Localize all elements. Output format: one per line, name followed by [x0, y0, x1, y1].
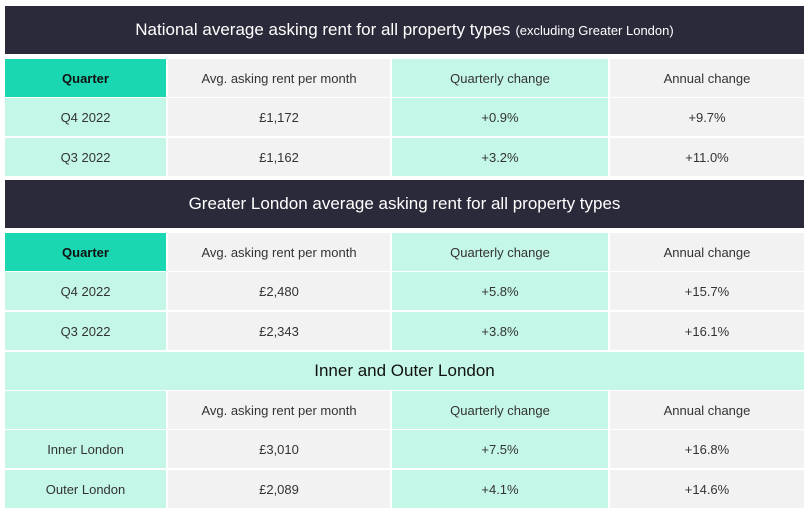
- quarter-cell: Q3 2022: [5, 312, 166, 350]
- quarter-cell: Q4 2022: [5, 272, 166, 310]
- quarterly-change-cell: +7.5%: [392, 430, 608, 468]
- header-quarterly-change: Quarterly change: [392, 59, 608, 97]
- annual-change-cell: +15.7%: [610, 272, 804, 310]
- header-avg-rent: Avg. asking rent per month: [168, 59, 390, 97]
- rent-cell: £3,010: [168, 430, 390, 468]
- quarterly-change-cell: +3.8%: [392, 312, 608, 350]
- annual-change-cell: +14.6%: [610, 470, 804, 508]
- table-row: Outer London £2,089 +4.1% +14.6%: [5, 470, 804, 508]
- table-row: Q4 2022 £2,480 +5.8% +15.7%: [5, 272, 804, 310]
- table-row: Inner London £3,010 +7.5% +16.8%: [5, 430, 804, 468]
- rent-cell: £1,162: [168, 138, 390, 176]
- quarter-cell: Q4 2022: [5, 98, 166, 136]
- header-avg-rent: Avg. asking rent per month: [168, 391, 390, 429]
- annual-change-cell: +16.8%: [610, 430, 804, 468]
- inner-outer-london-title: Inner and Outer London: [314, 361, 495, 380]
- national-title: National average asking rent for all pro…: [135, 20, 511, 39]
- header-annual-change: Annual change: [610, 391, 804, 429]
- header-quarterly-change: Quarterly change: [392, 233, 608, 271]
- quarterly-change-cell: +5.8%: [392, 272, 608, 310]
- rent-cell: £2,343: [168, 312, 390, 350]
- rent-cell: £2,089: [168, 470, 390, 508]
- inner-outer-london-title-bar: Inner and Outer London: [5, 352, 804, 390]
- header-avg-rent: Avg. asking rent per month: [168, 233, 390, 271]
- annual-change-cell: +16.1%: [610, 312, 804, 350]
- header-quarter: Quarter: [5, 233, 166, 271]
- national-header-row: Quarter Avg. asking rent per month Quart…: [5, 59, 804, 97]
- quarterly-change-cell: +3.2%: [392, 138, 608, 176]
- annual-change-cell: +11.0%: [610, 138, 804, 176]
- table-row: Q3 2022 £1,162 +3.2% +11.0%: [5, 138, 804, 176]
- national-title-note: (excluding Greater London): [515, 22, 674, 38]
- annual-change-cell: +9.7%: [610, 98, 804, 136]
- header-quarter: Quarter: [5, 59, 166, 97]
- greater-london-header-row: Quarter Avg. asking rent per month Quart…: [5, 233, 804, 271]
- rent-cell: £1,172: [168, 98, 390, 136]
- header-quarterly-change: Quarterly change: [392, 391, 608, 429]
- area-cell: Inner London: [5, 430, 166, 468]
- quarter-cell: Q3 2022: [5, 138, 166, 176]
- header-annual-change: Annual change: [610, 59, 804, 97]
- table-row: Q4 2022 £1,172 +0.9% +9.7%: [5, 98, 804, 136]
- greater-london-title-bar: Greater London average asking rent for a…: [5, 180, 804, 228]
- header-blank: [5, 391, 166, 429]
- table-row: Q3 2022 £2,343 +3.8% +16.1%: [5, 312, 804, 350]
- rent-cell: £2,480: [168, 272, 390, 310]
- inner-outer-header-row: Avg. asking rent per month Quarterly cha…: [5, 391, 804, 429]
- header-annual-change: Annual change: [610, 233, 804, 271]
- greater-london-title: Greater London average asking rent for a…: [188, 194, 621, 213]
- area-cell: Outer London: [5, 470, 166, 508]
- quarterly-change-cell: +4.1%: [392, 470, 608, 508]
- quarterly-change-cell: +0.9%: [392, 98, 608, 136]
- national-title-bar: National average asking rent for all pro…: [5, 6, 804, 54]
